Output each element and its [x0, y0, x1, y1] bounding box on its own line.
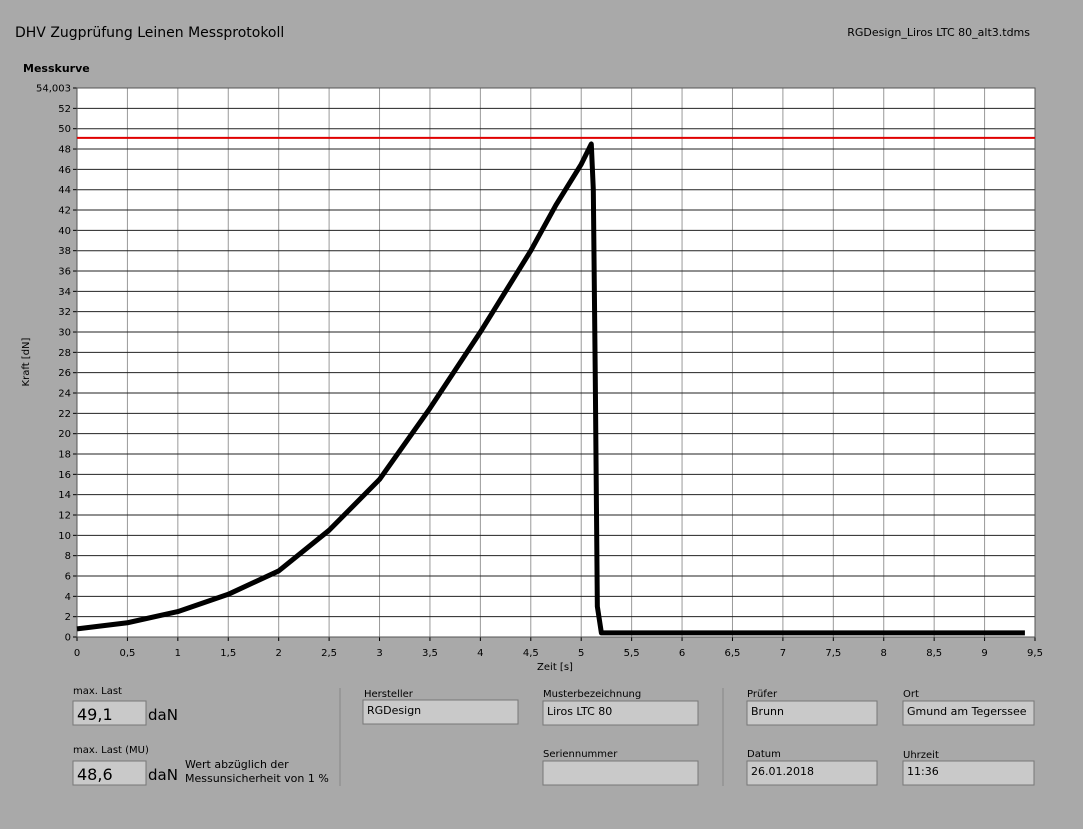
field-value: Liros LTC 80 — [547, 705, 612, 718]
y-tick-label: 26 — [58, 368, 71, 379]
x-tick-label: 6,5 — [725, 648, 741, 659]
y-tick-label: 18 — [58, 450, 71, 461]
x-tick-label: 6 — [679, 648, 685, 659]
y-tick-label: 14 — [58, 490, 71, 501]
text-field — [362, 699, 519, 725]
value-box — [72, 760, 147, 786]
y-tick-label: 38 — [58, 246, 71, 257]
x-tick-label: 3 — [376, 648, 382, 659]
y-tick-label: 54,003 — [36, 84, 71, 95]
y-tick-label: 16 — [58, 470, 71, 481]
x-tick-label: 2 — [275, 648, 281, 659]
x-tick-label: 4,5 — [523, 648, 539, 659]
field-value: 49,1 — [77, 705, 113, 724]
y-tick-label: 2 — [65, 612, 71, 623]
field-value: 26.01.2018 — [751, 765, 814, 778]
x-tick-label: 9,5 — [1027, 648, 1043, 659]
page-title: DHV Zugprüfung Leinen Messprotokoll — [15, 25, 284, 41]
y-tick-label: 30 — [58, 328, 71, 339]
y-tick-label: 12 — [58, 511, 71, 522]
text-field — [746, 700, 878, 726]
field-label: max. Last — [73, 686, 122, 697]
x-axis-label: Zeit [s] — [537, 662, 573, 673]
x-tick-label: 4 — [477, 648, 483, 659]
y-tick-label: 46 — [58, 165, 71, 176]
y-tick-label: 52 — [58, 104, 71, 115]
y-tick-label: 0 — [65, 633, 71, 644]
y-tick-label: 44 — [58, 185, 71, 196]
field-value: 48,6 — [77, 765, 113, 784]
note: Messunsicherheit von 1 % — [185, 772, 329, 785]
y-tick-label: 34 — [58, 287, 71, 298]
x-tick-label: 0,5 — [119, 648, 135, 659]
unit: daN — [148, 766, 178, 784]
field-label: Ort — [903, 689, 919, 700]
text-field — [902, 760, 1035, 786]
unit: daN — [148, 706, 178, 724]
y-tick-label: 22 — [58, 409, 71, 420]
y-tick-label: 36 — [58, 267, 71, 278]
plot-border — [76, 87, 1036, 638]
field-label: Prüfer — [747, 689, 778, 700]
y-tick-label: 24 — [58, 389, 71, 400]
field-label: max. Last (MU) — [73, 745, 149, 756]
y-tick-label: 40 — [58, 226, 71, 237]
x-tick-label: 3,5 — [422, 648, 438, 659]
note: Wert abzüglich der — [185, 758, 289, 771]
text-field — [902, 700, 1035, 726]
x-tick-label: 9 — [981, 648, 987, 659]
x-tick-label: 8 — [881, 648, 887, 659]
y-tick-label: 6 — [65, 572, 71, 583]
x-tick-label: 1 — [175, 648, 181, 659]
field-value: Brunn — [751, 705, 784, 718]
y-axis-label: Kraft [dN] — [21, 337, 32, 386]
text-field — [542, 760, 699, 786]
x-tick-label: 1,5 — [220, 648, 236, 659]
x-tick-label: 2,5 — [321, 648, 337, 659]
x-tick-label: 0 — [74, 648, 80, 659]
x-tick-label: 5 — [578, 648, 584, 659]
y-tick-label: 4 — [65, 592, 71, 603]
plot-area — [77, 88, 1035, 637]
file-name: RGDesign_Liros LTC 80_alt3.tdms — [847, 26, 1030, 39]
y-tick-label: 28 — [58, 348, 71, 359]
x-tick-label: 7 — [780, 648, 786, 659]
x-tick-label: 7,5 — [825, 648, 841, 659]
y-tick-label: 8 — [65, 551, 71, 562]
field-value: Gmund am Tegerssee — [907, 705, 1027, 718]
x-tick-label: 5,5 — [624, 648, 640, 659]
data-line — [76, 141, 1025, 636]
chart-title: Messkurve — [23, 62, 90, 75]
y-tick-label: 32 — [58, 307, 71, 318]
text-field — [746, 760, 878, 786]
y-tick-label: 48 — [58, 145, 71, 156]
x-tick-label: 8,5 — [926, 648, 942, 659]
y-tick-label: 50 — [58, 124, 71, 135]
field-label: Uhrzeit — [903, 750, 939, 761]
y-tick-label: 20 — [58, 429, 71, 440]
field-value: 11:36 — [907, 765, 939, 778]
text-field — [542, 700, 699, 726]
field-label: Musterbezeichnung — [543, 689, 641, 700]
field-label: Hersteller — [364, 689, 414, 700]
field-label: Datum — [747, 749, 781, 760]
y-tick-label: 42 — [58, 206, 71, 217]
field-value: RGDesign — [367, 704, 421, 717]
y-tick-label: 10 — [58, 531, 71, 542]
field-label: Seriennummer — [543, 749, 618, 760]
value-box — [72, 700, 147, 726]
